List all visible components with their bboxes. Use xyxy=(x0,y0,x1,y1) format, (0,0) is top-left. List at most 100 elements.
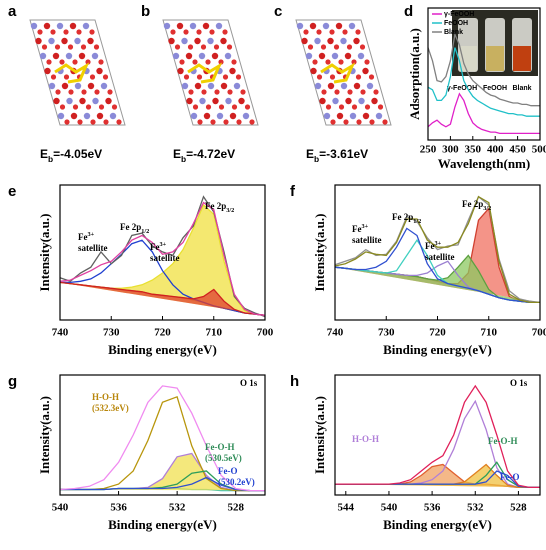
atom xyxy=(172,52,180,60)
atom xyxy=(205,59,211,65)
atom xyxy=(332,97,339,105)
x-axis-label: Wavelength(nm) xyxy=(438,156,530,171)
photo-label: FeOOH xyxy=(483,85,507,92)
atom xyxy=(362,67,369,75)
x-tick-label: 544 xyxy=(338,502,355,514)
atom xyxy=(242,112,250,120)
annotation-sub: 3/2 xyxy=(226,207,234,214)
atom xyxy=(82,22,90,30)
annotation-text: Fe xyxy=(150,242,160,252)
atom xyxy=(322,22,330,30)
atom xyxy=(50,29,56,35)
atom xyxy=(211,52,219,60)
photo-label: γ-FeOOH xyxy=(447,85,477,92)
y-axis-label: Intensity(a.u.) xyxy=(37,213,52,291)
atom xyxy=(215,22,223,30)
atom xyxy=(59,104,66,110)
atom xyxy=(183,29,189,35)
atom xyxy=(338,104,345,110)
atom xyxy=(229,67,236,75)
atom xyxy=(30,22,38,30)
annotation: H-O-H xyxy=(352,434,379,444)
atom xyxy=(362,112,370,120)
atom xyxy=(314,37,321,45)
atom xyxy=(183,74,190,80)
annotation-line2: (532.3eV) xyxy=(92,403,129,413)
plot-frame xyxy=(427,7,541,141)
annotation-sub: 1/2 xyxy=(413,218,421,225)
atom xyxy=(351,104,358,110)
annotation-sup: 3+ xyxy=(88,231,95,238)
atom xyxy=(351,59,357,65)
x-tick-label: 536 xyxy=(424,502,441,514)
x-tick-label: 540 xyxy=(52,502,69,514)
annotation-line2: (530.5eV) xyxy=(205,453,242,463)
atom xyxy=(190,112,198,120)
annotation-text: E xyxy=(173,147,181,161)
atom xyxy=(80,44,87,50)
atom xyxy=(103,119,109,125)
atom xyxy=(296,22,304,30)
atom xyxy=(214,89,220,95)
atom xyxy=(356,119,362,125)
atom xyxy=(314,82,322,90)
atom xyxy=(330,119,336,125)
annotation: O 1s xyxy=(240,378,258,388)
atom xyxy=(355,29,361,35)
annotation-text: Fe 2p xyxy=(120,222,141,232)
atom xyxy=(205,104,212,110)
x-tick-label: 740 xyxy=(52,327,69,339)
atom xyxy=(382,119,388,125)
atom xyxy=(194,82,202,90)
annotation-tail: =-4.72eV xyxy=(186,147,235,161)
annotation-text: O 1s xyxy=(510,378,528,388)
annotation: Fe3+ xyxy=(150,241,167,252)
atom xyxy=(197,119,203,125)
series-line xyxy=(334,195,541,304)
annotation: Fe-O xyxy=(218,466,238,476)
atom xyxy=(210,119,216,125)
atom xyxy=(349,112,357,120)
atom xyxy=(90,119,96,125)
atom xyxy=(335,22,343,30)
atom xyxy=(316,29,322,35)
atom xyxy=(231,59,237,65)
cell xyxy=(29,19,126,126)
legend-label: Blank xyxy=(444,29,463,36)
atom xyxy=(336,112,344,120)
x-tick-label: 532 xyxy=(467,502,484,514)
annotation-tail: =-4.05eV xyxy=(53,147,102,161)
atom xyxy=(200,44,207,50)
atom xyxy=(188,89,194,95)
atom xyxy=(35,37,42,45)
atom xyxy=(98,104,105,110)
atom xyxy=(87,37,94,45)
atom xyxy=(377,104,384,110)
atom xyxy=(202,22,210,30)
molecule xyxy=(187,62,223,84)
atom xyxy=(334,89,340,95)
annotation: Fe3+ xyxy=(352,223,369,234)
atom xyxy=(196,74,203,80)
atom xyxy=(185,52,193,60)
series-line xyxy=(334,227,540,304)
annotation-line2: satellite xyxy=(352,235,382,245)
x-tick-label: 710 xyxy=(481,327,498,339)
annotation-text: Fe-O-H xyxy=(488,436,518,446)
atom xyxy=(319,97,326,105)
annotation-text: H-O-H xyxy=(92,392,119,402)
atom xyxy=(318,52,326,60)
atom xyxy=(329,74,336,80)
atom xyxy=(212,97,219,105)
annotation-sub: b xyxy=(48,154,53,164)
annotation-text: Fe 2p xyxy=(205,201,226,211)
x-tick-label: 720 xyxy=(429,327,446,339)
x-tick-label: 540 xyxy=(381,502,398,514)
atom xyxy=(192,104,199,110)
annotation-text: Fe 2p xyxy=(462,199,483,209)
atom xyxy=(329,29,335,35)
annotation-text: Fe-O xyxy=(218,466,238,476)
atom xyxy=(340,37,347,45)
x-tick-label: 700 xyxy=(532,327,546,339)
atom xyxy=(357,52,365,60)
